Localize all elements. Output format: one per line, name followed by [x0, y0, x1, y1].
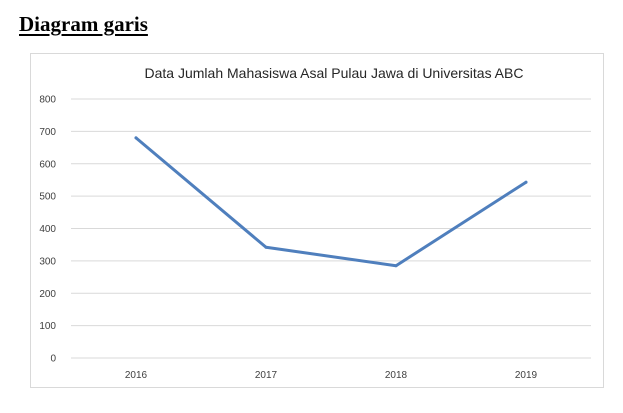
data-point-2016	[134, 136, 138, 140]
data-point-2019	[524, 180, 528, 184]
y-tick-label: 800	[39, 95, 56, 106]
data-point-2017	[264, 245, 268, 249]
y-tick-label: 700	[39, 127, 56, 138]
y-tick-label: 200	[39, 289, 56, 300]
data-point-2018	[394, 264, 398, 268]
y-axis-tick-labels: 0 100 200 300 400 500 600 700 800	[39, 95, 56, 365]
line-chart: Data Jumlah Mahasiswa Asal Pulau Jawa di…	[30, 53, 604, 388]
y-tick-label: 0	[50, 354, 56, 365]
x-tick-label: 2017	[255, 370, 278, 381]
line-chart-svg: Data Jumlah Mahasiswa Asal Pulau Jawa di…	[39, 65, 591, 381]
x-tick-label: 2018	[385, 370, 408, 381]
series-line-0	[134, 136, 528, 268]
series-layer	[134, 136, 528, 268]
x-tick-label: 2019	[515, 370, 538, 381]
y-tick-label: 400	[39, 224, 56, 235]
y-tick-label: 600	[39, 159, 56, 170]
x-axis-tick-labels: 2016 2017 2018 2019	[125, 370, 538, 381]
y-tick-label: 300	[39, 256, 56, 267]
y-tick-label: 100	[39, 321, 56, 332]
x-tick-label: 2016	[125, 370, 148, 381]
page-heading: Diagram garis	[19, 12, 148, 36]
gridlines	[71, 98, 591, 359]
y-tick-label: 500	[39, 192, 56, 203]
chart-title: Data Jumlah Mahasiswa Asal Pulau Jawa di…	[145, 65, 524, 81]
